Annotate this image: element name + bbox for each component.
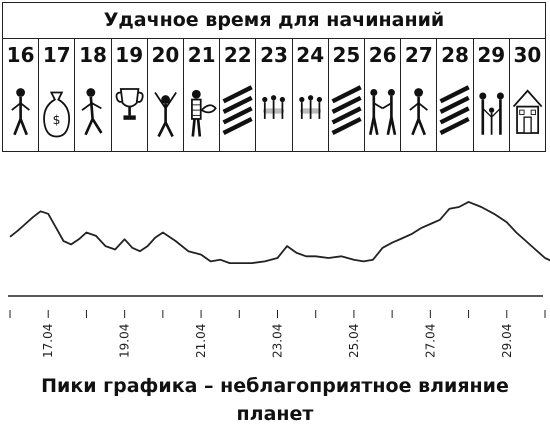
calendar-day: 20 — [148, 39, 185, 151]
day-number: 26 — [368, 43, 397, 67]
day-number: 27 — [404, 43, 433, 67]
x-tick-label: 17.04 — [41, 324, 55, 358]
day-number: 20 — [151, 43, 180, 67]
unfavorable-stripes-icon — [220, 73, 255, 149]
calendar-day: 27 — [401, 39, 438, 151]
day-number: 21 — [187, 43, 216, 67]
unfavorable-stripes-icon — [329, 73, 364, 149]
series-line — [9, 200, 550, 264]
calendar-title: Удачное время для начинаний — [3, 3, 545, 39]
day-number: 25 — [332, 43, 361, 67]
calendar-days-row: 16 17 $18 19 20 21 22 23 24 25 26 27 28 29 30 — [3, 39, 545, 151]
group-meeting-icon — [256, 73, 291, 149]
day-number: 22 — [223, 43, 252, 67]
day-number: 28 — [441, 43, 469, 67]
person-with-fish-icon — [184, 73, 219, 149]
x-tick-label: 19.04 — [118, 324, 132, 358]
calendar-day: 26 — [365, 39, 402, 151]
money-bag-icon: $ — [39, 73, 74, 149]
house-icon — [510, 73, 545, 149]
day-number: 19 — [115, 43, 144, 67]
calendar-day: 30 — [510, 39, 545, 151]
planet-influence-chart: 17.04 19.04 21.04 23.04 25.04 27.04 29.04 — [8, 200, 550, 358]
unfavorable-stripes-icon — [437, 73, 472, 149]
chart-caption: Пики графика – неблагоприятное влияние п… — [41, 375, 509, 425]
calendar-day: 29 — [474, 39, 510, 151]
calendar-day: 21 — [184, 39, 221, 151]
cheering-person-icon — [148, 73, 183, 149]
calendar-day: 23 — [256, 39, 293, 151]
lucky-days-calendar: Удачное время для начинаний 16 17 $18 19 20 2… — [2, 2, 546, 152]
person-icon — [3, 73, 38, 149]
calendar-day: 18 — [75, 39, 112, 151]
handshake-icon — [365, 73, 400, 149]
calendar-day: 25 — [329, 39, 366, 151]
svg-text:$: $ — [53, 113, 61, 127]
group-meeting-icon — [293, 73, 328, 149]
x-tick-label: 29.04 — [500, 324, 514, 358]
calendar-day: 16 — [3, 39, 40, 151]
family-icon — [474, 73, 509, 149]
day-number: 16 — [6, 43, 35, 67]
calendar-day: 22 — [220, 39, 257, 151]
day-number: 29 — [477, 43, 506, 67]
x-tick-label: 27.04 — [423, 324, 437, 358]
day-number: 18 — [79, 43, 107, 67]
x-tick-label: 23.04 — [271, 324, 285, 358]
calendar-day: 24 — [293, 39, 329, 151]
person-icon — [401, 73, 436, 149]
x-tick-label: 25.04 — [347, 324, 361, 358]
day-number: 17 — [42, 43, 71, 67]
person-walking-icon — [75, 73, 110, 149]
calendar-day: 28 — [437, 39, 474, 151]
day-number: 30 — [513, 43, 542, 67]
calendar-day: 19 — [112, 39, 148, 151]
calendar-day: 17 $ — [39, 39, 76, 151]
x-tick-label: 21.04 — [194, 324, 208, 358]
trophy-icon — [112, 73, 147, 149]
day-number: 23 — [260, 43, 288, 67]
day-number: 24 — [296, 43, 325, 67]
